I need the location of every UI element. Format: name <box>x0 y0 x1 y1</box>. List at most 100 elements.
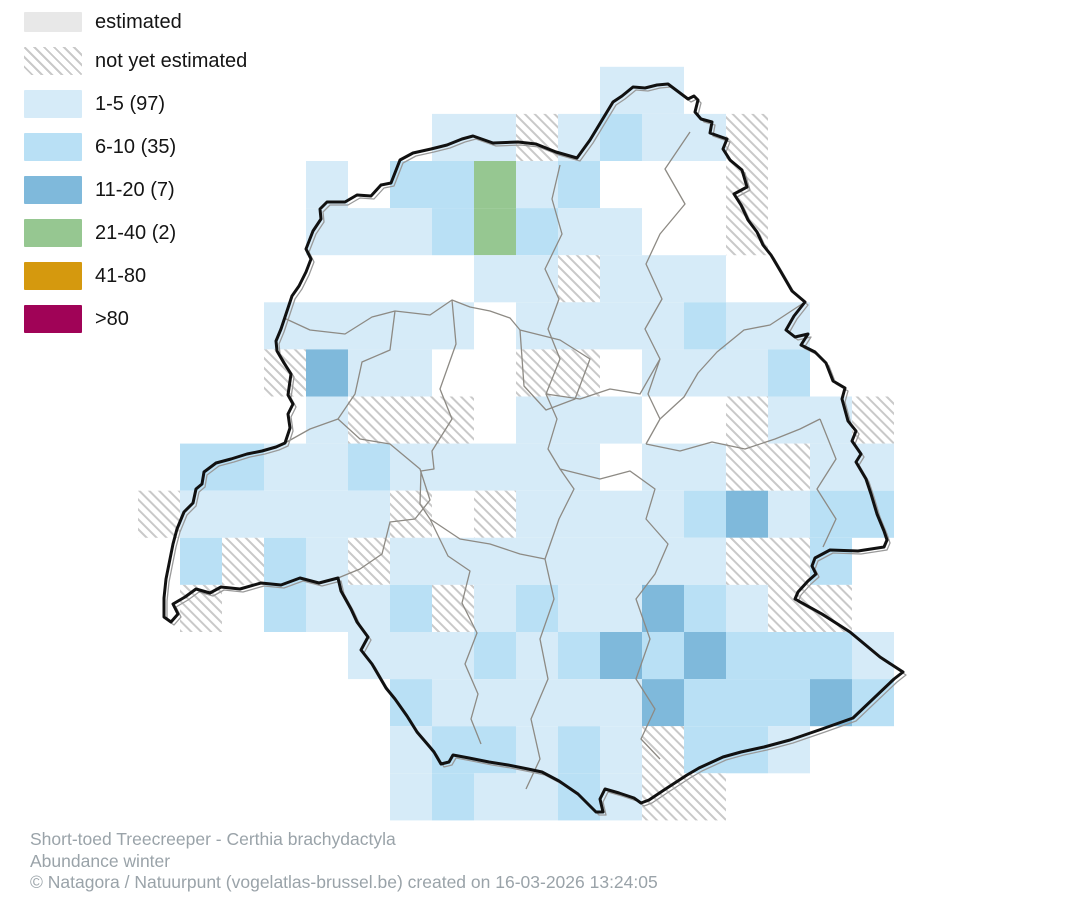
grid-cell <box>600 632 642 680</box>
grid-cell <box>768 679 810 727</box>
legend-swatch-not-estimated <box>24 47 82 75</box>
grid-cell <box>558 537 600 585</box>
grid-cell <box>558 302 600 350</box>
grid-cell <box>684 255 726 303</box>
grid-cell <box>600 255 642 303</box>
grid-cell <box>138 490 180 538</box>
legend-swatch-estimated <box>24 12 82 32</box>
grid-cell <box>600 490 642 538</box>
grid-cell <box>768 726 810 774</box>
grid-cell <box>726 113 768 161</box>
grid-cell <box>516 302 558 350</box>
grid-cell <box>474 161 516 209</box>
grid-cell <box>348 208 390 256</box>
grid-cell <box>684 584 726 632</box>
legend-item: 21-40 (2) <box>24 219 247 247</box>
legend-item: >80 <box>24 305 247 333</box>
grid-cell <box>390 302 432 350</box>
grid-cell <box>474 679 516 727</box>
grid-cells-layer <box>138 66 894 821</box>
copyright-line: © Natagora / Natuurpunt (vogelatlas-brus… <box>30 872 658 892</box>
grid-cell <box>264 349 306 397</box>
grid-cell <box>516 490 558 538</box>
grid-cell <box>432 679 474 727</box>
grid-cell <box>348 396 390 444</box>
legend-label: 41-80 <box>95 264 147 287</box>
grid-cell <box>768 537 810 585</box>
municipal-boundary <box>429 518 482 745</box>
grid-cell <box>348 537 390 585</box>
grid-cell <box>432 726 474 774</box>
grid-cell <box>306 349 348 397</box>
legend-swatch-level-2 <box>24 133 82 161</box>
grid-cell <box>726 632 768 680</box>
grid-cell <box>810 679 852 727</box>
legend-swatch-level-4 <box>24 219 82 247</box>
grid-cell <box>642 632 684 680</box>
grid-cell <box>348 443 390 491</box>
grid-cell <box>264 302 306 350</box>
grid-cell <box>558 726 600 774</box>
grid-cell <box>390 584 432 632</box>
grid-cell <box>432 396 474 444</box>
grid-cell <box>432 632 474 680</box>
grid-cell <box>390 349 432 397</box>
grid-cell <box>516 679 558 727</box>
grid-cell <box>600 773 642 821</box>
grid-cell <box>180 490 222 538</box>
grid-cell <box>474 632 516 680</box>
grid-cell <box>474 208 516 256</box>
grid-cell <box>810 537 852 585</box>
region-boundary-layer <box>162 82 907 816</box>
grid-cell <box>726 490 768 538</box>
grid-cell <box>306 161 348 209</box>
grid-cell <box>684 773 726 821</box>
legend-item: 1-5 (97) <box>24 90 247 118</box>
grid-cell <box>558 208 600 256</box>
grid-cell <box>684 632 726 680</box>
legend-label: estimated <box>95 10 182 33</box>
legend-label: 6-10 (35) <box>95 135 177 158</box>
legend-swatch-level-3 <box>24 176 82 204</box>
grid-cell <box>726 349 768 397</box>
caption-block: Short-toed Treecreeper - Certhia brachyd… <box>30 829 658 894</box>
grid-cell <box>432 537 474 585</box>
municipal-boundary <box>284 310 396 444</box>
grid-cell <box>684 537 726 585</box>
grid-cell <box>516 113 558 161</box>
municipal-boundary <box>283 299 521 335</box>
grid-cell <box>642 255 684 303</box>
legend: estimated not yet estimated 1-5 (97) 6-10 (… <box>24 10 247 348</box>
grid-cell <box>516 584 558 632</box>
region-boundary <box>162 82 905 814</box>
grid-cell <box>642 490 684 538</box>
grid-cell <box>726 537 768 585</box>
grid-cell <box>600 584 642 632</box>
grid-cell <box>390 537 432 585</box>
grid-cell <box>348 302 390 350</box>
municipal-boundary <box>559 468 669 760</box>
grid-cell <box>516 255 558 303</box>
grid-cell <box>474 255 516 303</box>
grid-cell <box>642 537 684 585</box>
legend-item: 11-20 (7) <box>24 176 247 204</box>
grid-cell <box>726 679 768 727</box>
grid-cell <box>306 490 348 538</box>
grid-cell <box>348 584 390 632</box>
legend-label: >80 <box>95 307 129 330</box>
grid-cell <box>306 443 348 491</box>
grid-cell <box>642 443 684 491</box>
grid-cell <box>390 396 432 444</box>
grid-cell <box>642 302 684 350</box>
grid-cell <box>642 679 684 727</box>
grid-cell <box>558 161 600 209</box>
grid-cell <box>432 161 474 209</box>
grid-cell <box>768 349 810 397</box>
grid-cell <box>516 443 558 491</box>
legend-item: 6-10 (35) <box>24 133 247 161</box>
grid-cell <box>600 726 642 774</box>
grid-cell <box>222 490 264 538</box>
grid-cell <box>600 537 642 585</box>
grid-cell <box>726 443 768 491</box>
